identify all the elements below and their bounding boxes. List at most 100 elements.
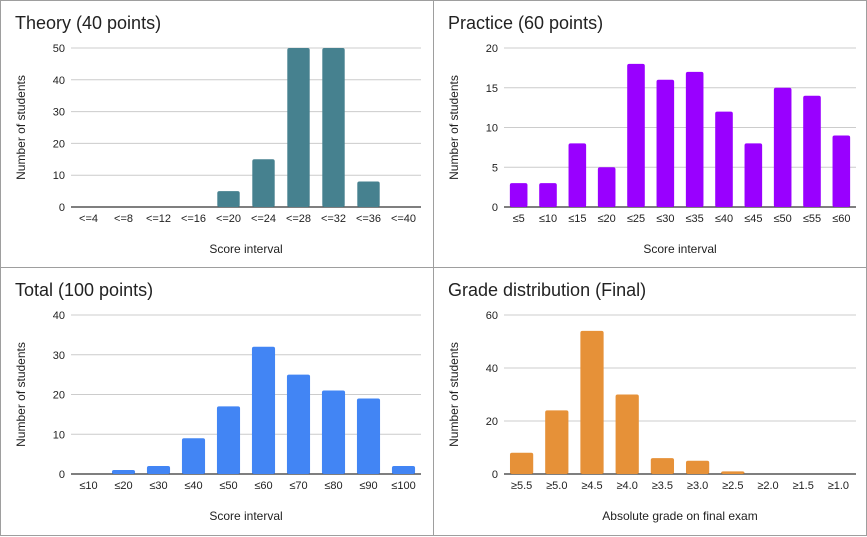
x-tick-label: ≥3.5 bbox=[652, 480, 673, 492]
x-tick-label: ≤10 bbox=[79, 480, 97, 492]
bar bbox=[721, 471, 745, 474]
x-tick-label: ≥4.0 bbox=[617, 480, 638, 492]
x-tick-label: ≤15 bbox=[568, 213, 586, 225]
bar bbox=[744, 143, 763, 207]
bar bbox=[627, 63, 645, 208]
bar bbox=[287, 48, 310, 207]
y-tick-label: 50 bbox=[53, 43, 65, 55]
chart-svg: Grade distribution (Final) 0 20 40 60 ≥5.5 ≥5.… bbox=[447, 280, 856, 523]
x-axis-label: Score interval bbox=[209, 509, 282, 523]
x-tick-label: ≤80 bbox=[324, 480, 342, 492]
total-chart-panel: Total (100 points) 0 10 20 30 40 ≤10 ≤20 ≤30 ≤40 ≤… bbox=[0, 267, 434, 536]
y-tick-label: 0 bbox=[59, 202, 65, 214]
y-tick-label: 30 bbox=[53, 350, 65, 362]
chart-title: Theory (40 points) bbox=[15, 13, 161, 33]
x-tick-label: <=40 bbox=[391, 213, 416, 225]
bar bbox=[615, 394, 639, 474]
x-tick-label: <=20 bbox=[216, 213, 241, 225]
bar bbox=[217, 191, 240, 207]
y-tick-label: 20 bbox=[53, 138, 65, 150]
x-tick-label: <=28 bbox=[286, 213, 311, 225]
y-axis-label: Number of students bbox=[447, 342, 461, 447]
x-tick-label: ≥5.0 bbox=[546, 480, 567, 492]
bar bbox=[322, 48, 345, 207]
bar bbox=[509, 183, 528, 207]
x-tick-label: ≤70 bbox=[289, 480, 307, 492]
chart-svg: Total (100 points) 0 10 20 30 40 ≤10 ≤20 ≤30 ≤40 ≤… bbox=[14, 280, 421, 523]
x-tick-label: ≥4.5 bbox=[581, 480, 602, 492]
y-tick-label: 0 bbox=[59, 469, 65, 481]
chart-svg: Practice (60 points) 0 5 10 15 20 ≤5 ≤10 ≤15 ≤20 ≤… bbox=[447, 13, 856, 256]
bar bbox=[803, 95, 821, 207]
x-tick-label: ≤60 bbox=[832, 213, 850, 225]
y-tick-label: 20 bbox=[53, 390, 65, 402]
bar bbox=[146, 466, 171, 474]
theory-chart-panel: Theory (40 points) 0 10 20 30 40 50 <=4 <=8 <=12 <… bbox=[0, 0, 434, 268]
bar bbox=[509, 452, 534, 474]
chart-title: Total (100 points) bbox=[15, 280, 153, 300]
x-tick-label: ≥2.5 bbox=[722, 480, 743, 492]
x-tick-label: <=32 bbox=[321, 213, 346, 225]
grade-distribution-chart-panel: Grade distribution (Final) 0 20 40 60 ≥5.5 ≥5.… bbox=[433, 267, 867, 536]
bar bbox=[181, 438, 206, 474]
x-tick-label: ≤10 bbox=[539, 213, 557, 225]
x-tick-label: ≤35 bbox=[686, 213, 704, 225]
x-tick-label: <=24 bbox=[251, 213, 276, 225]
y-tick-label: 5 bbox=[492, 162, 498, 174]
chart-title: Practice (60 points) bbox=[448, 13, 603, 33]
bar bbox=[356, 398, 381, 474]
bar bbox=[357, 181, 380, 207]
x-tick-label: <=16 bbox=[181, 213, 206, 225]
x-axis-label: Absolute grade on final exam bbox=[602, 509, 757, 523]
y-axis-label: Number of students bbox=[14, 75, 28, 180]
chart-title: Grade distribution (Final) bbox=[448, 280, 646, 300]
y-tick-label: 10 bbox=[486, 123, 498, 135]
y-tick-label: 40 bbox=[53, 75, 65, 87]
bar bbox=[773, 87, 792, 207]
bar bbox=[685, 71, 704, 207]
y-tick-label: 10 bbox=[53, 429, 65, 441]
x-tick-label: <=8 bbox=[114, 213, 133, 225]
y-axis-label: Number of students bbox=[447, 75, 461, 180]
y-tick-label: 10 bbox=[53, 170, 65, 182]
x-tick-label: ≤25 bbox=[627, 213, 645, 225]
x-tick-label: ≤90 bbox=[359, 480, 377, 492]
y-tick-label: 20 bbox=[486, 416, 498, 428]
x-tick-label: <=4 bbox=[79, 213, 98, 225]
y-tick-label: 40 bbox=[486, 363, 498, 375]
x-tick-label: ≤5 bbox=[513, 213, 525, 225]
y-tick-label: 15 bbox=[486, 83, 498, 95]
x-tick-label: ≥1.0 bbox=[828, 480, 849, 492]
y-tick-label: 0 bbox=[492, 469, 498, 481]
y-tick-label: 20 bbox=[486, 43, 498, 55]
x-tick-label: ≤60 bbox=[254, 480, 272, 492]
y-tick-label: 40 bbox=[53, 310, 65, 322]
bar bbox=[252, 159, 275, 207]
bar bbox=[391, 466, 416, 474]
bar bbox=[321, 390, 346, 474]
y-tick-label: 30 bbox=[53, 107, 65, 119]
x-tick-label: ≤40 bbox=[184, 480, 202, 492]
y-tick-label: 60 bbox=[486, 310, 498, 322]
x-tick-label: <=12 bbox=[146, 213, 171, 225]
bar bbox=[715, 111, 733, 207]
bar bbox=[111, 470, 136, 474]
x-tick-label: ≤40 bbox=[715, 213, 733, 225]
bar bbox=[685, 460, 710, 474]
bar bbox=[650, 458, 675, 474]
practice-chart-panel: Practice (60 points) 0 5 10 15 20 ≤5 ≤10 ≤15 ≤20 ≤… bbox=[433, 0, 867, 268]
x-tick-label: ≤100 bbox=[391, 480, 415, 492]
bar bbox=[216, 406, 241, 474]
x-tick-label: ≤50 bbox=[219, 480, 237, 492]
chart-svg: Theory (40 points) 0 10 20 30 40 50 <=4 <=8 <=12 <… bbox=[14, 13, 421, 256]
x-tick-label: ≤30 bbox=[149, 480, 167, 492]
x-tick-label: ≤55 bbox=[803, 213, 821, 225]
x-tick-label: ≥3.0 bbox=[687, 480, 708, 492]
x-tick-label: ≤30 bbox=[656, 213, 674, 225]
x-tick-label: ≤20 bbox=[114, 480, 132, 492]
bar bbox=[832, 135, 851, 207]
y-tick-label: 0 bbox=[492, 202, 498, 214]
bar bbox=[539, 183, 557, 207]
bar bbox=[568, 143, 587, 207]
